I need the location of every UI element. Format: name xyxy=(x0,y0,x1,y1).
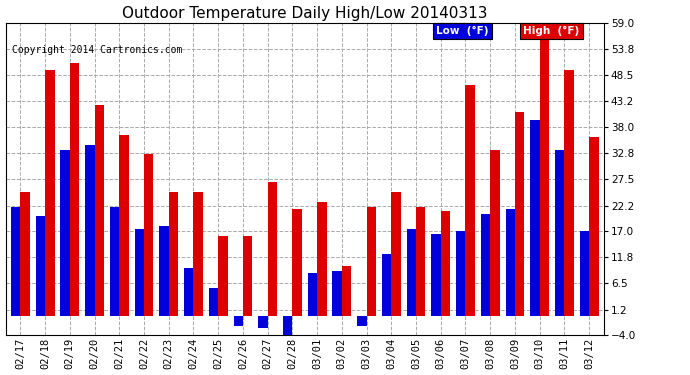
Bar xyxy=(589,137,598,316)
Text: High  (°F): High (°F) xyxy=(523,26,580,36)
Bar xyxy=(366,207,376,316)
Bar xyxy=(243,236,253,316)
Bar xyxy=(258,316,268,328)
Bar xyxy=(293,209,302,316)
Bar xyxy=(441,211,450,316)
Bar xyxy=(135,229,144,316)
Bar xyxy=(209,288,218,316)
Bar xyxy=(45,70,55,316)
Bar xyxy=(416,207,426,316)
Bar xyxy=(333,271,342,316)
Bar xyxy=(159,226,169,316)
Bar xyxy=(555,150,564,316)
Bar xyxy=(317,202,326,316)
Bar xyxy=(466,85,475,316)
Bar xyxy=(11,207,21,316)
Bar xyxy=(283,316,293,338)
Bar xyxy=(490,150,500,316)
Bar xyxy=(382,254,391,316)
Bar xyxy=(580,231,589,316)
Text: Low  (°F): Low (°F) xyxy=(436,26,489,36)
Bar xyxy=(110,207,119,316)
Bar xyxy=(506,209,515,316)
Bar xyxy=(233,316,243,326)
Bar xyxy=(481,214,490,316)
Bar xyxy=(144,154,153,316)
Text: Copyright 2014 Cartronics.com: Copyright 2014 Cartronics.com xyxy=(12,45,182,55)
Bar xyxy=(268,182,277,316)
Bar xyxy=(431,234,441,316)
Title: Outdoor Temperature Daily High/Low 20140313: Outdoor Temperature Daily High/Low 20140… xyxy=(122,6,488,21)
Bar xyxy=(193,192,203,316)
Bar xyxy=(218,236,228,316)
Bar xyxy=(119,135,129,316)
Bar xyxy=(308,273,317,316)
Bar xyxy=(540,23,549,316)
Bar xyxy=(85,145,95,316)
Bar xyxy=(36,216,45,316)
Bar xyxy=(564,70,574,316)
Bar xyxy=(391,192,401,316)
Bar xyxy=(406,229,416,316)
Bar xyxy=(456,231,466,316)
Bar xyxy=(357,316,366,326)
Bar xyxy=(184,268,193,316)
Bar xyxy=(61,150,70,316)
Bar xyxy=(95,105,104,316)
Bar xyxy=(342,266,351,316)
Bar xyxy=(515,112,524,316)
Bar xyxy=(530,120,540,316)
Bar xyxy=(21,192,30,316)
Bar xyxy=(70,63,79,316)
Bar xyxy=(169,192,178,316)
